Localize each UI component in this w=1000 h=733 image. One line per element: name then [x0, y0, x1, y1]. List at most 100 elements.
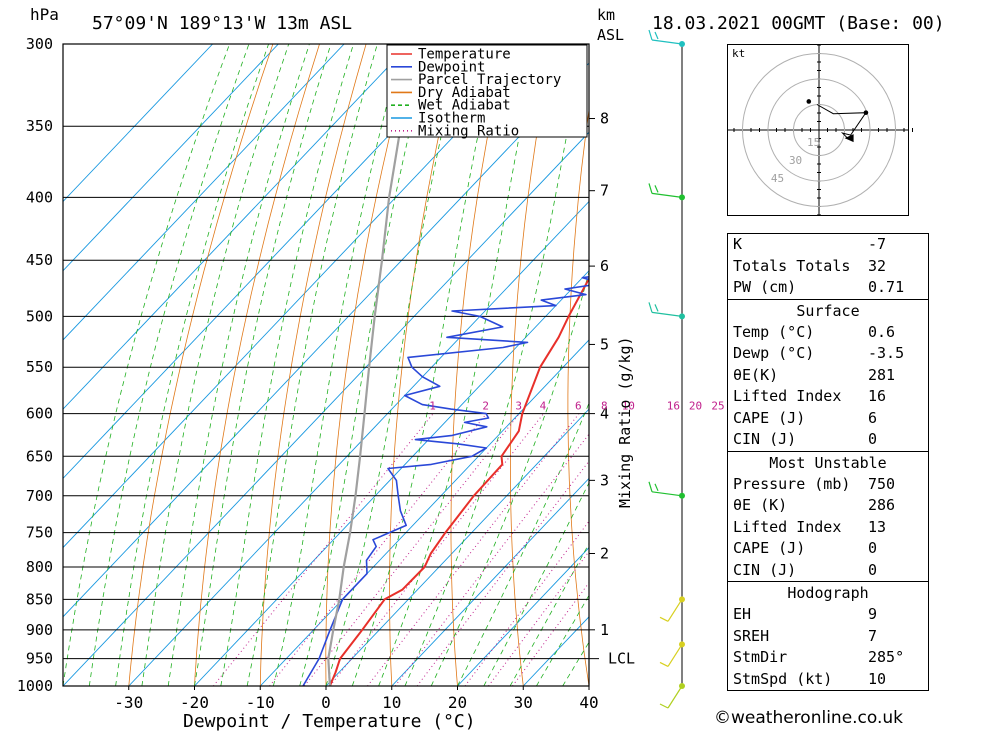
hodograph-index-label: EH [733, 605, 752, 623]
wet-adiabat-line [509, 542, 589, 686]
mixing-ratio-line [367, 413, 580, 686]
pressure-unit-label: hPa [30, 5, 59, 24]
km-tick-label: 7 [600, 182, 609, 200]
wind-barb-shaft [651, 491, 683, 497]
wind-barb-shaft [651, 39, 683, 45]
legend-label: Wet Adiabat [418, 98, 511, 114]
x-axis-label: Dewpoint / Temperature (°C) [183, 711, 476, 732]
unstable-index-row: Pressure (mb) 750 [728, 474, 928, 496]
lcl-label: LCL [608, 650, 635, 668]
hodograph-index-value: 9 [868, 605, 878, 623]
pressure-tick-label: 450 [26, 251, 53, 269]
surface-index-label: Temp (°C) [733, 322, 815, 341]
km-tick-label: 4 [600, 405, 609, 423]
profile-parcel-trajectory-line [327, 61, 415, 686]
pressure-tick-label: 400 [26, 188, 53, 206]
dry-adiabat-line [194, 44, 320, 686]
pressure-tick-label: 700 [26, 487, 53, 505]
unstable-index-label: Pressure (mb) [733, 474, 851, 493]
surface-index-row: CAPE (J) 6 [728, 408, 928, 430]
unstable-index-value: 286 [868, 496, 896, 514]
pressure-tick-label: 750 [26, 524, 53, 542]
dry-adiabat-line [450, 44, 507, 686]
wind-barb-flag [648, 302, 653, 313]
location-title: 57°09'N 189°13'W 13m ASL [92, 13, 352, 34]
hodograph-index-row: StmSpd (kt) 10 [728, 669, 928, 691]
mixing-ratio-label: 1 [429, 400, 436, 413]
hodograph-ring-label: 15 [807, 136, 820, 149]
unstable-index-value: 750 [868, 474, 896, 493]
legend-label: Isotherm [418, 111, 485, 127]
pressure-tick-label: 800 [26, 558, 53, 576]
basic-index-label: Totals Totals [733, 256, 851, 275]
temperature-tick-label: 10 [382, 693, 401, 712]
hodograph-index-row: StmDir 285° [728, 647, 928, 669]
hodograph-index-value: 285° [868, 648, 905, 666]
surface-index-label: θE(K) [733, 365, 779, 384]
isotherm-line [63, 44, 476, 480]
wind-barb-flag [648, 183, 653, 194]
isotherm-line [63, 44, 411, 410]
datetime-title: 18.03.2021 00GMT (Base: 00) [652, 13, 945, 34]
km-tick-label: 5 [600, 335, 609, 353]
pressure-tick-label: 300 [26, 35, 53, 53]
legend-label: Temperature [418, 47, 511, 63]
profile-dewpoint-line [302, 276, 589, 686]
hodograph-indices: EH 9 SREH 7 StmDir 285° StmSpd (kt) 10 [728, 604, 928, 690]
hodograph-chart: kt 15 30 45 [727, 44, 913, 216]
wind-barb-flag [654, 483, 659, 492]
basic-index-row: PW (cm) 0.71 [728, 277, 928, 299]
wet-adiabat-line [246, 44, 378, 686]
mixing-ratio-axis-label: Mixing Ratio (g/kg) [616, 336, 634, 508]
pressure-tick-label: 950 [26, 650, 53, 668]
profile-temperature-line [328, 276, 589, 686]
dry-adiabat-line [128, 44, 274, 686]
pressure-tick-label: 1000 [17, 677, 53, 695]
basic-index-row: K -7 [728, 234, 928, 256]
pressure-tick-label: 900 [26, 621, 53, 639]
dry-adiabat-line [678, 44, 721, 686]
hodograph-index-value: 10 [868, 669, 887, 688]
dry-adiabat-line [972, 44, 1000, 686]
hodograph-index-label: SREH [733, 626, 770, 645]
wet-adiabat-line [220, 44, 354, 686]
legend-label: Dewpoint [418, 59, 485, 75]
dry-adiabat-line [509, 44, 553, 686]
temperature-tick-label: -30 [114, 693, 143, 712]
pressure-tick-label: 550 [26, 358, 53, 376]
legend-label: Parcel Trajectory [418, 72, 561, 88]
wind-barb-shaft [667, 599, 683, 622]
hodograph-trace [816, 104, 867, 139]
hodograph-index-row: SREH 7 [728, 626, 928, 648]
wet-adiabat-line [167, 44, 310, 686]
surface-index-row: θE(K) 281 [728, 365, 928, 387]
hodograph-index-label: StmDir [733, 648, 788, 666]
km-tick-label: 6 [600, 257, 609, 275]
unstable-index-value: 13 [868, 517, 887, 536]
wind-barb-flag [648, 29, 653, 41]
pressure-tick-label: 500 [26, 307, 53, 325]
hodograph-index-row: EH 9 [728, 604, 928, 626]
temperature-tick-label: -20 [180, 693, 209, 712]
isotherm-line [63, 44, 345, 341]
surface-indices: Temp (°C) 0.6 Dewp (°C) -3.5 θE(K) 281 Lifted … [728, 322, 928, 451]
footer-copyright[interactable]: ©weatheronline.co.uk [714, 708, 904, 728]
mixing-ratio-label: 20 [689, 400, 702, 413]
mixing-ratio-label: 4 [540, 400, 547, 413]
surface-index-value: 0.6 [868, 322, 896, 341]
surface-index-label: Dewp (°C) [733, 344, 815, 362]
unstable-index-row: CIN (J) 0 [728, 560, 928, 582]
unstable-indices: Pressure (mb) 750 θE (K) 286 Lifted Index 13 C… [728, 474, 928, 582]
dry-adiabat-line [259, 44, 367, 686]
surface-index-row: Lifted Index 16 [728, 386, 928, 408]
km-tick-label: 8 [600, 110, 609, 128]
basic-index-label: PW (cm) [733, 278, 797, 296]
basic-index-row: Totals Totals 32 [728, 256, 928, 278]
hodograph-ring-label: 30 [789, 154, 802, 167]
hodograph-index-value: 7 [868, 626, 878, 645]
profile-lines [302, 61, 589, 686]
unstable-index-label: Lifted Index [733, 517, 842, 536]
mixing-ratio-line [269, 413, 487, 686]
hodograph-ring [742, 53, 896, 207]
pressure-tick-label: 600 [26, 405, 53, 423]
